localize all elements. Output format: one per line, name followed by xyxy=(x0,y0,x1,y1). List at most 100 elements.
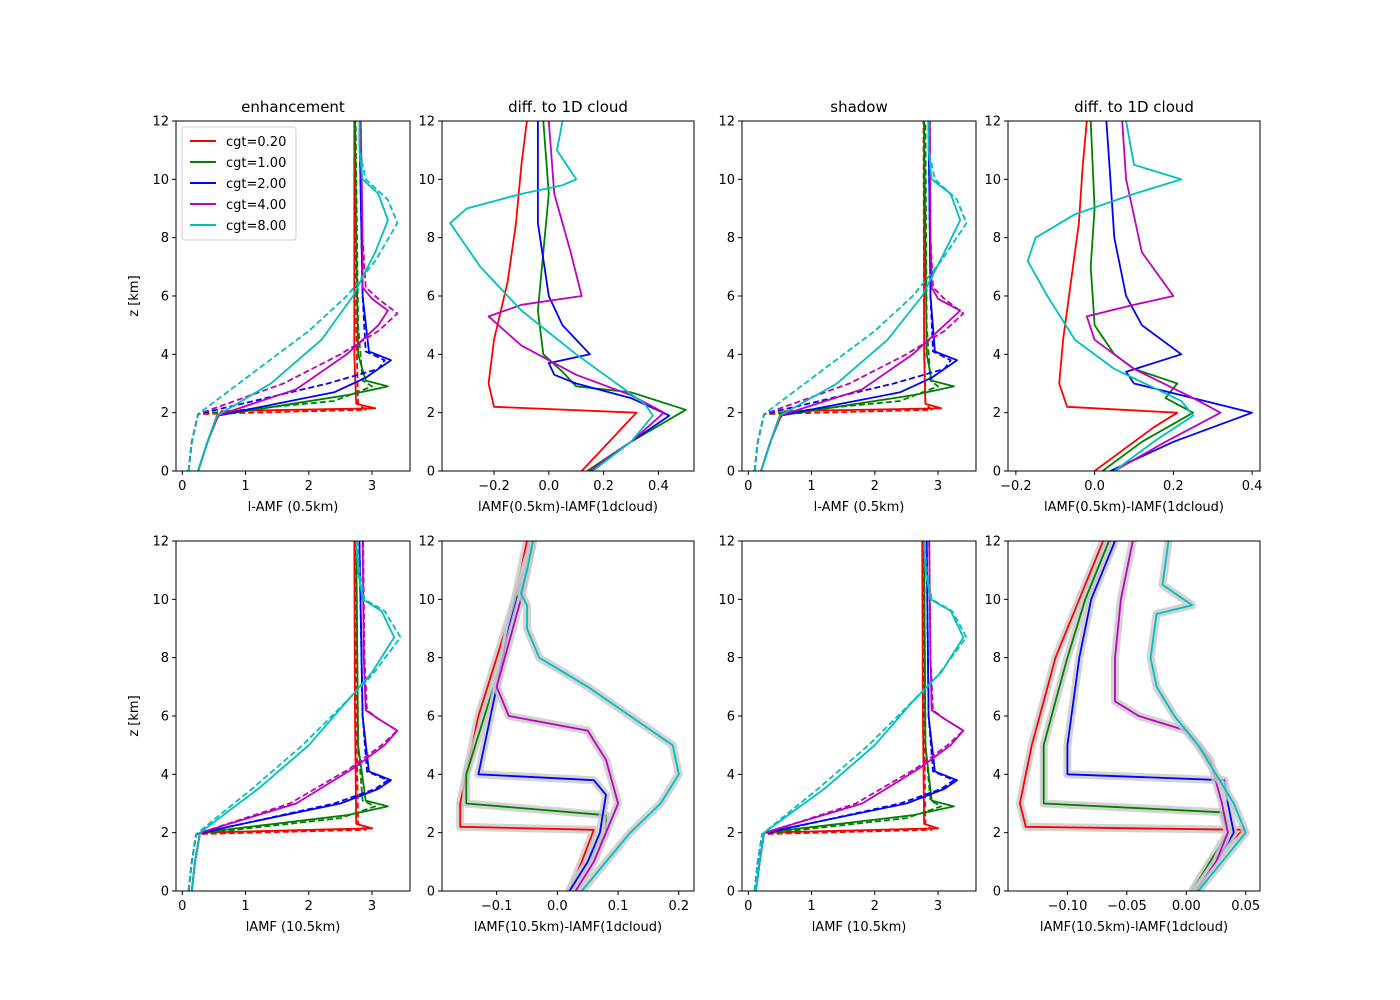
series-line-cgt-0p20-dashed xyxy=(187,541,367,891)
x-tick-label: 0.1 xyxy=(608,899,629,914)
series-line-cgt-8p00-solid xyxy=(449,121,654,471)
series-line-cgt-8p00-solid xyxy=(190,541,396,891)
panel-8: −0.10 −0.05 0.00 0.05 0 2 4 6 8 10 12 lAMF(10.5km)-… xyxy=(984,535,1261,935)
y-tick-label: 8 xyxy=(161,231,169,246)
y-tick-label: 10 xyxy=(718,173,735,188)
y-tick-label: 2 xyxy=(161,826,169,841)
x-axis-label: lAMF (10.5km) xyxy=(246,920,341,935)
series-line-cgt-8p00-solid xyxy=(520,541,680,891)
series-line-cgt-1p00-dashed xyxy=(753,541,943,891)
y-tick-label: 0 xyxy=(161,465,169,480)
y-tick-label: 8 xyxy=(993,231,1001,246)
series-line-cgt-4p00-solid xyxy=(190,541,399,891)
y-tick-label: 4 xyxy=(993,348,1001,363)
panel-2: −0.2 0.0 0.2 0.4 0 2 4 6 8 10 12 diff. to 1D cloud l… xyxy=(418,98,695,515)
axes-frame xyxy=(1007,120,1261,472)
y-tick-label: 10 xyxy=(418,173,435,188)
y-tick-label: 0 xyxy=(727,465,735,480)
y-tick-label: 4 xyxy=(427,348,435,363)
series-line-cgt-0p20-solid xyxy=(487,121,638,471)
y-tick-label: 4 xyxy=(161,348,169,363)
series-line-cgt-0p20-solid xyxy=(760,121,943,471)
series-line-cgt-8p00-dashed xyxy=(753,121,968,471)
series-line-cgt-2p00-solid xyxy=(760,121,958,471)
x-tick-label: 0.05 xyxy=(1231,899,1260,914)
series-line-cgt-4p00-solid xyxy=(1085,121,1222,471)
x-axis-label: lAMF(10.5km)-lAMF(1dcloud) xyxy=(1040,920,1228,935)
panel-title: shadow xyxy=(830,98,887,116)
x-tick-label: 2 xyxy=(871,479,879,494)
legend-box xyxy=(181,126,297,241)
series-line-cgt-4p00-dashed xyxy=(187,541,399,891)
series-line-cgt-1p00-dashed xyxy=(187,121,374,471)
y-tick-label: 6 xyxy=(993,710,1001,725)
x-tick-label: −0.2 xyxy=(1000,479,1032,494)
series-line-cgt-0p20-solid xyxy=(190,541,374,891)
series-line-cgt-2p00-solid xyxy=(755,541,958,891)
y-axis-label: z [km] xyxy=(127,695,142,736)
y-tick-label: 6 xyxy=(727,710,735,725)
legend-entry: cgt=0.20 xyxy=(226,135,286,150)
y-tick-label: 4 xyxy=(427,768,435,783)
y-tick-label: 8 xyxy=(161,651,169,666)
y-tick-label: 8 xyxy=(727,231,735,246)
panel-title: diff. to 1D cloud xyxy=(1074,98,1194,116)
y-tick-label: 4 xyxy=(727,768,735,783)
x-axis-label: l-AMF (0.5km) xyxy=(814,500,905,515)
y-tick-label: 0 xyxy=(993,885,1001,900)
x-axis-label: lAMF(0.5km)-lAMF(1dcloud) xyxy=(1044,500,1224,515)
y-tick-label: 2 xyxy=(993,826,1001,841)
y-tick-label: 12 xyxy=(718,115,735,130)
x-axis-label: lAMF(10.5km)-lAMF(1dcloud) xyxy=(474,920,662,935)
y-tick-label: 2 xyxy=(161,406,169,421)
y-tick-label: 6 xyxy=(727,290,735,305)
y-tick-label: 12 xyxy=(152,535,169,550)
series-line-cgt-4p00-dashed xyxy=(753,541,965,891)
y-tick-label: 12 xyxy=(984,535,1001,550)
y-tick-label: 6 xyxy=(993,290,1001,305)
series-line-cgt-8p00-solid xyxy=(1026,121,1194,471)
y-tick-label: 4 xyxy=(161,768,169,783)
series-line-cgt-0p20-solid xyxy=(1058,121,1179,471)
y-tick-label: 10 xyxy=(984,173,1001,188)
y-tick-label: 12 xyxy=(152,115,169,130)
x-tick-label: 0.0 xyxy=(547,899,568,914)
legend: cgt=0.20 cgt=1.00 cgt=2.00 cgt=4.00 cgt=8.00 xyxy=(181,126,297,241)
y-tick-label: 2 xyxy=(427,826,435,841)
panel-6: −0.1 0.0 0.1 0.2 0 2 4 6 8 10 12 lAMF(10.5km)-lAMF(… xyxy=(418,535,695,935)
x-tick-label: 0.00 xyxy=(1172,899,1201,914)
x-tick-label: −0.10 xyxy=(1048,899,1088,914)
y-tick-label: 0 xyxy=(161,885,169,900)
y-tick-label: 10 xyxy=(152,173,169,188)
y-tick-label: 0 xyxy=(427,885,435,900)
series-line-cgt-0p20-solid xyxy=(755,541,939,891)
y-tick-label: 2 xyxy=(427,406,435,421)
series-line-cgt-4p00-dashed xyxy=(753,121,965,471)
panel-title: diff. to 1D cloud xyxy=(508,98,628,116)
y-tick-label: 6 xyxy=(427,290,435,305)
series-line-cgt-4p00-solid xyxy=(487,121,665,471)
y-tick-label: 8 xyxy=(427,231,435,246)
x-tick-label: 3 xyxy=(368,899,376,914)
series-line-cgt-8p00-solid xyxy=(1149,541,1247,891)
y-tick-label: 6 xyxy=(427,710,435,725)
y-tick-label: 12 xyxy=(984,115,1001,130)
x-tick-label: 3 xyxy=(368,479,376,494)
y-tick-label: 4 xyxy=(993,768,1001,783)
plot-area xyxy=(449,121,687,471)
y-tick-label: 0 xyxy=(993,465,1001,480)
y-tick-label: 2 xyxy=(727,406,735,421)
x-tick-label: 0 xyxy=(178,479,186,494)
y-tick-label: 12 xyxy=(418,115,435,130)
x-tick-label: 0 xyxy=(178,899,186,914)
x-tick-label: −0.05 xyxy=(1107,899,1147,914)
y-tick-label: 4 xyxy=(727,348,735,363)
series-line-cgt-2p00-solid xyxy=(537,121,671,471)
plot-area xyxy=(456,541,683,891)
plot-area xyxy=(753,541,968,891)
plot-area xyxy=(1015,541,1250,891)
